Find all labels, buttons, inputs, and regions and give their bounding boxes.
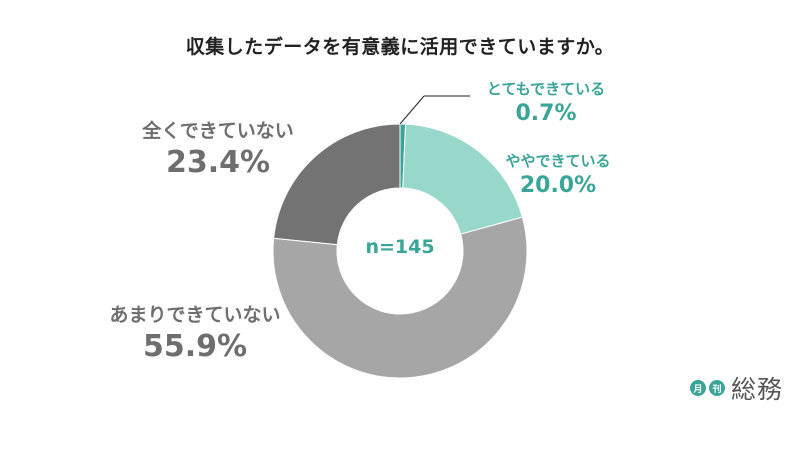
label-not-much: あまりできていない 55.9% [85, 300, 305, 364]
label-somewhat: ややできている 20.0% [483, 150, 633, 198]
category-label: ややできている [505, 152, 611, 170]
label-very-much: とてもできている 0.7% [471, 78, 621, 126]
category-label: 全くできていない [142, 120, 294, 142]
value-label: 20.0% [519, 173, 597, 198]
logo-badge: 刊 [709, 380, 725, 396]
value-label: 0.7% [515, 101, 577, 126]
value-label: 23.4% [165, 145, 271, 180]
category-label: とてもできている [486, 80, 606, 98]
leader-line [399, 95, 425, 125]
chart-title: 収集したデータを有意義に活用できていますか。 [185, 36, 615, 58]
donut-slice-1 [402, 123, 524, 235]
label-not-at-all: 全くできていない 23.4% [118, 116, 318, 180]
donut-slice-2 [272, 216, 528, 379]
gekkan-soumu-logo: 月 刊 総務 [690, 370, 783, 406]
sample-size-label: n=145 [365, 236, 435, 258]
category-label: あまりできていない [109, 304, 281, 326]
donut-slice-3 [273, 123, 401, 246]
logo-badge: 月 [690, 380, 706, 396]
logo-text: 総務 [731, 375, 784, 404]
value-label: 55.9% [142, 329, 248, 364]
